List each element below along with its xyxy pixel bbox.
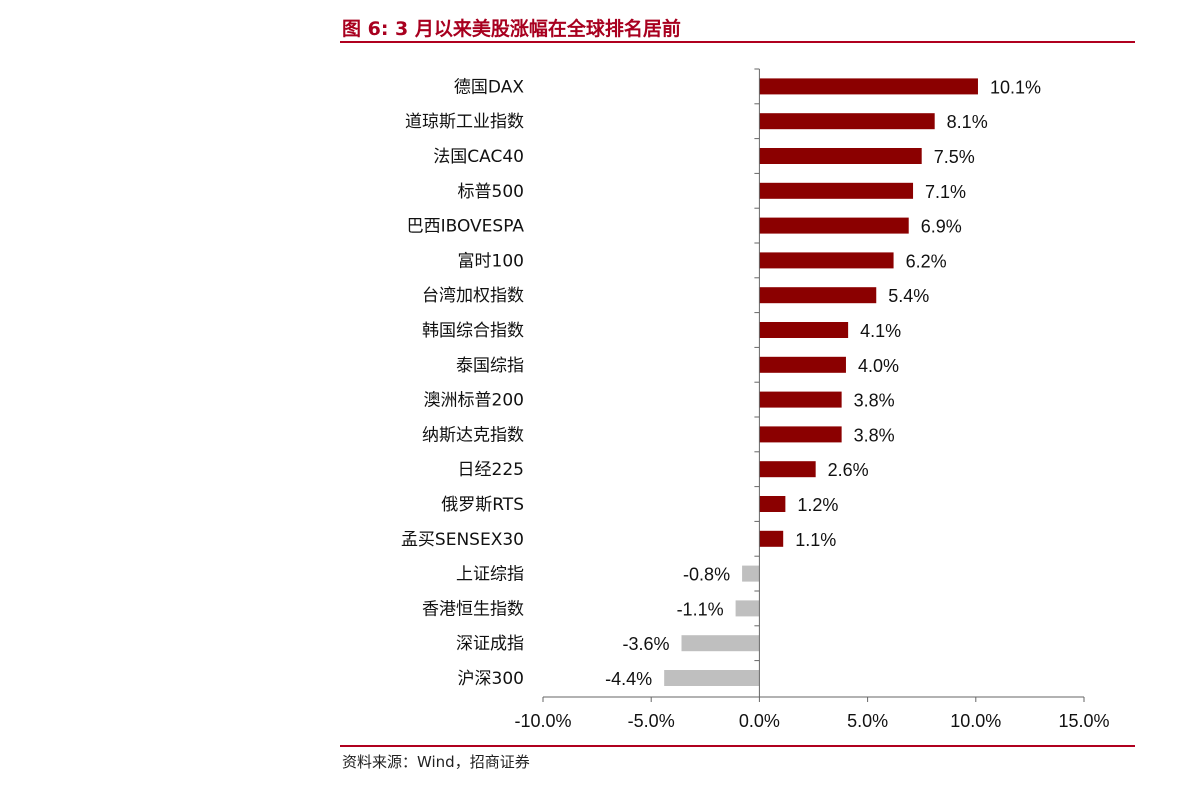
bar bbox=[735, 600, 760, 617]
data-label: 7.1% bbox=[925, 182, 966, 202]
data-label: -4.4% bbox=[605, 669, 652, 689]
bar bbox=[759, 496, 786, 512]
category-label: 俄罗斯RTS bbox=[441, 495, 524, 515]
source-note: 资料来源：Wind，招商证券 bbox=[342, 753, 530, 771]
data-label: 4.0% bbox=[858, 356, 899, 376]
category-label: 台湾加权指数 bbox=[422, 286, 524, 306]
category-label: 巴西IBOVESPA bbox=[407, 217, 525, 237]
data-label: 2.6% bbox=[828, 460, 869, 480]
bar bbox=[759, 78, 978, 95]
data-label: 6.9% bbox=[921, 217, 962, 237]
x-tick-label: 0.0% bbox=[739, 711, 780, 731]
bar bbox=[759, 148, 922, 164]
data-label: 4.1% bbox=[860, 321, 901, 341]
category-label: 日经225 bbox=[458, 460, 524, 480]
x-tick-label: -10.0% bbox=[514, 711, 571, 731]
data-label: 3.8% bbox=[854, 391, 895, 411]
category-label: 纳斯达克指数 bbox=[422, 425, 524, 445]
category-label: 标普500 bbox=[458, 182, 524, 202]
bar bbox=[759, 322, 849, 338]
bar bbox=[759, 217, 909, 234]
category-label: 香港恒生指数 bbox=[422, 599, 524, 619]
data-label: 5.4% bbox=[888, 286, 929, 306]
bar bbox=[759, 252, 894, 269]
category-label: 德国DAX bbox=[454, 77, 524, 97]
x-tick-label: 5.0% bbox=[847, 711, 888, 731]
data-label: -0.8% bbox=[683, 565, 730, 585]
x-tick-label: 15.0% bbox=[1058, 711, 1109, 731]
category-label: 道琼斯工业指数 bbox=[405, 112, 524, 132]
bar bbox=[759, 391, 842, 408]
data-label: 1.2% bbox=[797, 495, 838, 515]
bar bbox=[759, 287, 877, 304]
data-label: 6.2% bbox=[906, 251, 947, 271]
category-label: 韩国综合指数 bbox=[422, 321, 524, 341]
source-rule bbox=[340, 745, 1135, 747]
category-label: 法国CAC40 bbox=[433, 147, 524, 167]
bar bbox=[664, 670, 760, 686]
bar bbox=[759, 356, 846, 373]
category-label: 沪深300 bbox=[458, 669, 524, 689]
bar bbox=[759, 461, 816, 478]
bar bbox=[742, 565, 760, 582]
bar bbox=[759, 182, 914, 199]
category-label: 富时100 bbox=[458, 251, 524, 271]
data-label: -1.1% bbox=[677, 599, 724, 619]
bar bbox=[759, 426, 842, 443]
category-label: 上证综指 bbox=[456, 565, 524, 585]
category-label: 泰国综指 bbox=[456, 356, 524, 376]
data-label: -3.6% bbox=[622, 634, 669, 654]
bar bbox=[759, 113, 935, 130]
bar bbox=[759, 530, 784, 547]
chart-title: 图 6: 3 月以来美股涨幅在全球排名居前 bbox=[342, 18, 681, 40]
data-label: 3.8% bbox=[854, 425, 895, 445]
x-tick-label: -5.0% bbox=[628, 711, 675, 731]
data-label: 1.1% bbox=[795, 530, 836, 550]
x-tick-label: 10.0% bbox=[950, 711, 1001, 731]
data-label: 8.1% bbox=[947, 112, 988, 132]
category-label: 深证成指 bbox=[456, 634, 524, 654]
data-label: 10.1% bbox=[990, 77, 1041, 97]
data-label: 7.5% bbox=[934, 147, 975, 167]
category-label: 澳洲标普200 bbox=[424, 391, 524, 411]
bar bbox=[681, 635, 760, 652]
category-label: 孟买SENSEX30 bbox=[401, 530, 524, 550]
title-rule bbox=[340, 41, 1135, 43]
